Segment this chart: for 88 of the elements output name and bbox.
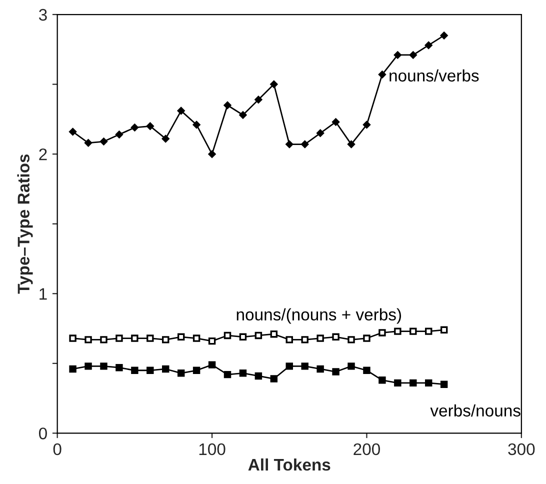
- series-label: nouns/verbs: [390, 69, 479, 82]
- point: [224, 370, 232, 378]
- point: [192, 120, 200, 129]
- point: [69, 128, 77, 136]
- point: [378, 70, 386, 78]
- point: [394, 379, 402, 387]
- y-tick-label: 1: [40, 288, 47, 300]
- y-tick-label: 2: [39, 148, 47, 160]
- point: [177, 370, 185, 377]
- series-label: verbs/nouns: [430, 404, 520, 417]
- point: [332, 118, 340, 126]
- point: [301, 140, 309, 148]
- point: [332, 368, 340, 376]
- point: [208, 337, 216, 345]
- point: [424, 328, 432, 335]
- point: [378, 329, 386, 336]
- y-axis-title: Type–Type Ratios: [17, 154, 33, 294]
- point: [440, 326, 448, 334]
- y-tick-label: 3: [38, 8, 47, 21]
- point: [130, 124, 138, 132]
- point: [100, 362, 108, 370]
- point: [332, 333, 340, 340]
- point: [286, 362, 293, 370]
- point: [254, 332, 262, 340]
- point: [146, 122, 154, 130]
- point: [270, 375, 278, 382]
- point: [424, 41, 432, 50]
- point: [162, 134, 170, 143]
- point: [440, 380, 448, 388]
- point: [301, 336, 308, 344]
- point: [348, 362, 355, 370]
- point: [254, 96, 262, 104]
- point: [348, 336, 355, 344]
- point: [208, 361, 216, 368]
- point: [347, 140, 356, 148]
- point: [316, 129, 324, 137]
- point: [84, 139, 92, 147]
- point: [239, 370, 247, 377]
- point: [378, 376, 386, 384]
- point: [286, 140, 294, 148]
- series-label: nouns/(nouns + verbs): [236, 308, 402, 324]
- point: [316, 365, 324, 373]
- point: [362, 120, 371, 129]
- point: [192, 334, 200, 342]
- point: [116, 334, 123, 342]
- x-tick-label: 300: [508, 443, 535, 456]
- point: [410, 328, 417, 335]
- point: [69, 334, 76, 342]
- x-tick-label: 200: [354, 443, 380, 456]
- point: [100, 336, 108, 344]
- point: [270, 330, 278, 338]
- point: [115, 130, 123, 138]
- point: [301, 362, 308, 370]
- point: [394, 328, 402, 335]
- x-tick-label: 0: [53, 443, 62, 456]
- point: [69, 365, 76, 373]
- point: [131, 334, 138, 342]
- point: [239, 333, 247, 340]
- point: [440, 32, 448, 40]
- point: [177, 333, 185, 340]
- point: [286, 336, 293, 344]
- point: [131, 366, 138, 374]
- point: [424, 379, 432, 387]
- point: [394, 51, 402, 59]
- point: [162, 336, 170, 344]
- point: [363, 334, 370, 342]
- point: [224, 101, 232, 110]
- x-tick-label: 100: [199, 443, 226, 456]
- y-tick-label: 0: [38, 428, 47, 440]
- point: [116, 364, 123, 372]
- point: [177, 107, 185, 115]
- point: [270, 80, 278, 88]
- point: [84, 336, 92, 344]
- point: [146, 366, 154, 374]
- point: [192, 366, 200, 374]
- point: [409, 51, 417, 59]
- point: [100, 138, 108, 146]
- point: [316, 334, 324, 342]
- point: [239, 111, 247, 119]
- point: [162, 365, 170, 373]
- point: [224, 332, 232, 340]
- point: [363, 366, 370, 374]
- point: [254, 372, 262, 380]
- point: [410, 379, 417, 387]
- x-axis-title: All Tokens: [248, 458, 330, 471]
- point: [208, 150, 216, 158]
- point: [84, 362, 92, 370]
- point: [146, 334, 154, 342]
